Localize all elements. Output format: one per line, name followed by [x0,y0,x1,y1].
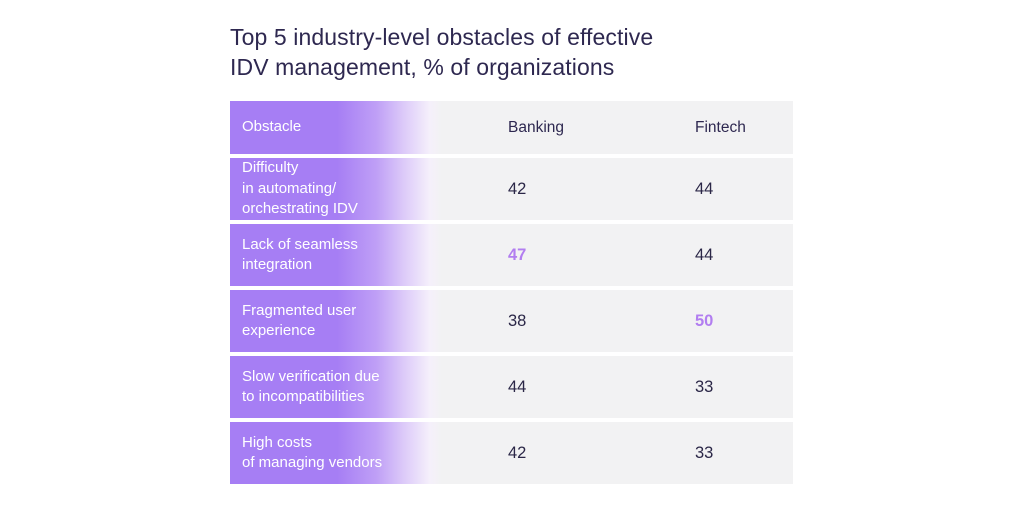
table-row: Lack of seamless integration 47 44 [230,224,793,286]
fintech-value: 33 [695,444,714,462]
obstacle-label: Difficulty in automating/ orchestrating … [242,159,358,218]
obstacle-label: High costs of managing vendors [242,433,383,472]
obstacles-table: Obstacle Banking Fintech Difficulty in a… [230,101,793,484]
banking-value: 42 [508,444,527,462]
fintech-value: 44 [695,180,714,198]
banking-value: 44 [508,378,527,396]
banking-value: 42 [508,180,527,198]
fintech-value: 33 [695,378,714,396]
column-header-fintech: Fintech [695,118,746,136]
table-row: High costs of managing vendors 42 33 [230,422,793,484]
obstacle-label: Slow verification due to incompatibiliti… [242,367,380,406]
fintech-value-highlighted: 50 [695,312,714,330]
table-row: Difficulty in automating/ orchestrating … [230,158,793,220]
column-header-obstacle: Obstacle [242,118,302,136]
table-row: Slow verification due to incompatibiliti… [230,356,793,418]
obstacle-label: Lack of seamless integration [242,235,358,274]
table-row: Fragmented user experience 38 50 [230,290,793,352]
obstacle-label: Fragmented user experience [242,301,357,340]
table-header-row: Obstacle Banking Fintech [230,101,793,154]
fintech-value: 44 [695,246,714,264]
chart-title: Top 5 industry-level obstacles of effect… [230,24,654,80]
column-header-banking: Banking [508,118,565,136]
banking-value: 38 [508,312,527,330]
banking-value-highlighted: 47 [508,246,527,264]
